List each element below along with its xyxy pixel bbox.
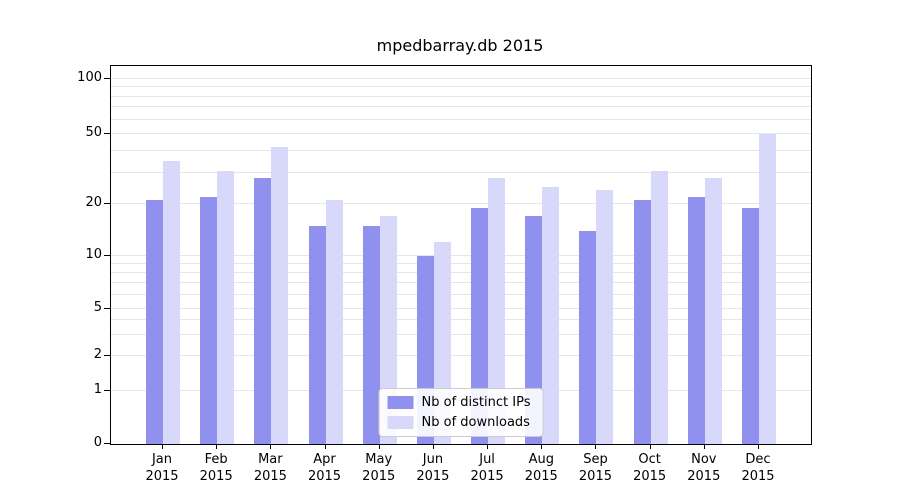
x-tick-label: Nov 2015	[687, 452, 721, 484]
gridline	[111, 355, 811, 356]
legend-label-downloads: Nb of downloads	[421, 415, 530, 430]
bar-downloads-oct	[650, 170, 668, 444]
gridline	[111, 106, 811, 108]
y-tick-label: 2	[93, 347, 102, 362]
bar-downloads-nov	[704, 178, 722, 444]
bar-distinct-ips-feb	[200, 196, 218, 444]
bar-downloads-sep	[596, 190, 614, 444]
legend: Nb of distinct IPs Nb of downloads	[378, 388, 544, 437]
bar-distinct-ips-dec	[742, 207, 759, 444]
x-tick-label: Aug 2015	[524, 452, 558, 484]
y-tick-label: 50	[85, 125, 102, 140]
x-tick-label: May 2015	[362, 452, 396, 484]
bar-distinct-ips-nov	[687, 196, 705, 444]
y-tick-label: 0	[93, 435, 102, 450]
y-tick	[104, 203, 110, 204]
bar-distinct-ips-jan	[146, 200, 163, 444]
gridline	[111, 118, 811, 120]
x-tick	[270, 444, 272, 449]
x-tick-label: Oct 2015	[633, 452, 667, 484]
gridline	[111, 334, 811, 336]
bar-downloads-mar	[271, 147, 289, 444]
y-tick	[104, 78, 110, 79]
x-tick	[649, 444, 651, 449]
y-tick-label: 100	[77, 70, 102, 85]
y-tick	[104, 255, 110, 256]
gridline	[111, 263, 811, 265]
x-tick	[324, 444, 326, 449]
bar-downloads-aug	[542, 187, 560, 444]
bar-distinct-ips-sep	[579, 230, 597, 444]
legend-swatch-downloads	[387, 416, 414, 429]
y-tick	[104, 133, 110, 134]
x-tick-label: Jan 2015	[145, 452, 179, 484]
x-tick-label: Mar 2015	[253, 452, 287, 484]
y-tick-label: 5	[93, 300, 102, 315]
legend-swatch-distinct-ips	[387, 396, 414, 409]
chart-title: mpedbarray.db 2015	[376, 36, 544, 55]
bar-distinct-ips-mar	[254, 178, 272, 444]
gridline	[111, 78, 811, 79]
bar-downloads-dec	[759, 134, 776, 444]
bar-downloads-jul	[488, 178, 506, 444]
gridline	[111, 150, 811, 152]
x-tick	[758, 444, 759, 449]
plot-area: Nb of distinct IPs Nb of downloads	[110, 65, 812, 445]
x-tick-label: Jul 2015	[470, 452, 504, 484]
x-tick	[432, 444, 434, 449]
x-tick	[541, 444, 543, 449]
bar-distinct-ips-may	[362, 225, 380, 444]
bar-downloads-apr	[325, 200, 343, 444]
gridline	[111, 272, 811, 274]
legend-label-distinct-ips: Nb of distinct IPs	[421, 395, 531, 410]
x-tick	[487, 444, 489, 449]
y-tick-label: 20	[85, 195, 102, 210]
x-tick-label: Sep 2015	[578, 452, 612, 484]
y-tick	[104, 390, 110, 391]
x-tick	[378, 444, 380, 449]
gridline	[111, 255, 811, 256]
bar-downloads-jan	[163, 161, 180, 444]
x-tick-label: Jun 2015	[416, 452, 450, 484]
gridline	[111, 86, 811, 88]
x-tick-label: Dec 2015	[741, 452, 775, 484]
gridline	[111, 203, 811, 204]
y-tick-label: 10	[85, 247, 102, 262]
x-tick	[216, 444, 218, 449]
bar-distinct-ips-aug	[525, 216, 543, 444]
gridline	[111, 172, 811, 174]
x-tick	[162, 444, 163, 449]
y-tick	[104, 443, 110, 444]
gridline	[111, 319, 811, 321]
y-tick	[104, 308, 110, 309]
gridline	[111, 294, 811, 296]
gridline	[111, 95, 811, 97]
x-tick-label: Apr 2015	[307, 452, 342, 484]
legend-item: Nb of distinct IPs	[387, 395, 531, 410]
bar-downloads-feb	[217, 170, 235, 444]
bar-downloads-may	[379, 216, 397, 444]
x-tick-label: Feb 2015	[199, 452, 233, 484]
y-tick-label: 1	[93, 382, 102, 397]
bar-distinct-ips-oct	[633, 200, 651, 444]
legend-item: Nb of downloads	[387, 415, 531, 430]
bar-distinct-ips-apr	[308, 225, 326, 444]
gridline	[111, 133, 811, 134]
x-tick	[703, 444, 705, 449]
y-tick	[104, 355, 110, 356]
x-tick	[595, 444, 597, 449]
gridline	[111, 282, 811, 284]
bar-distinct-ips-jul	[471, 207, 489, 444]
gridline	[111, 308, 811, 309]
